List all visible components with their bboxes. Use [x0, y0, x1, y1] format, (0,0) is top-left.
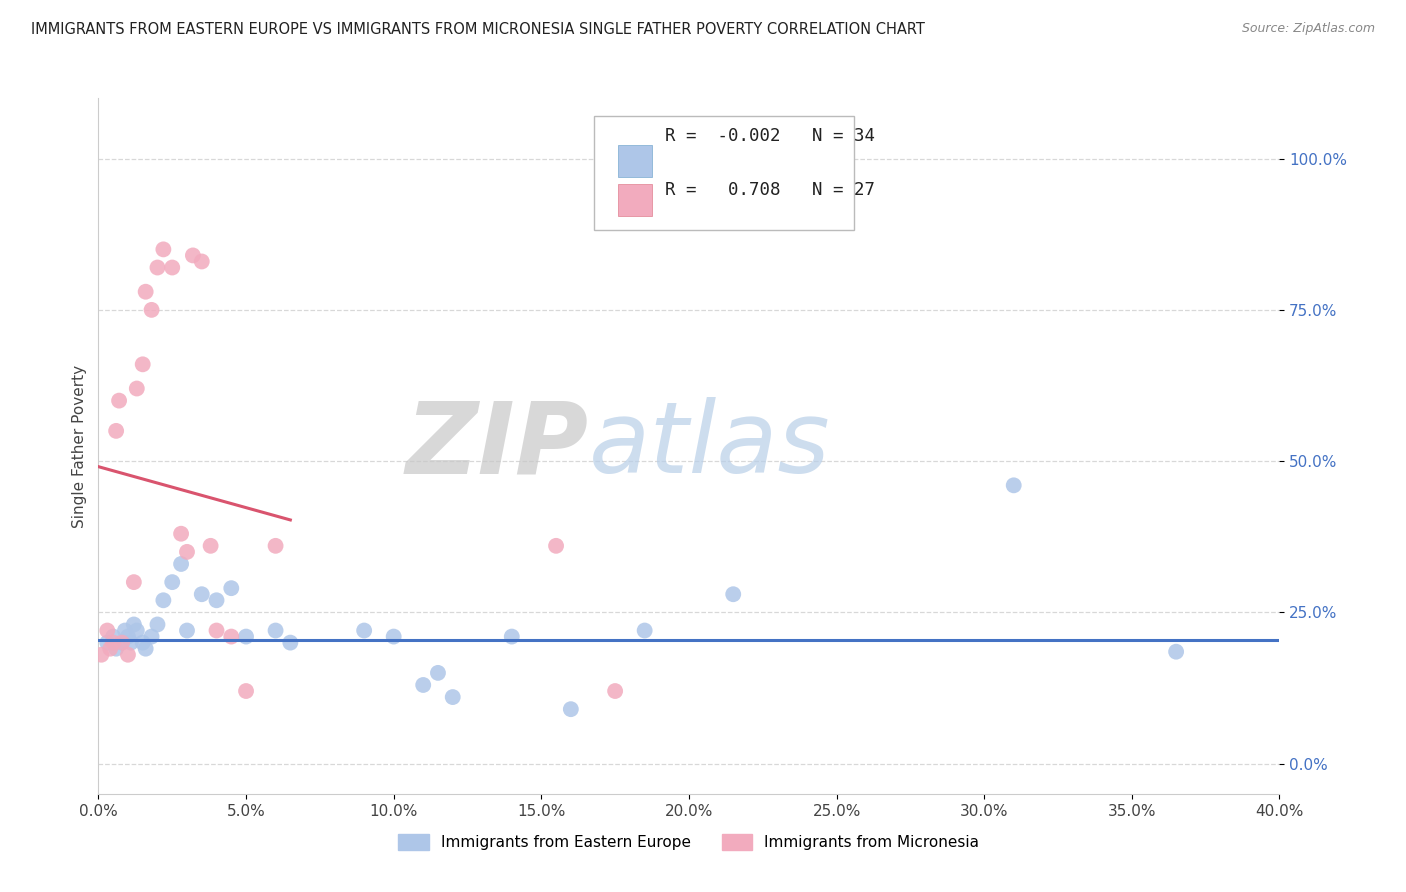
Point [96, 624, 118, 638]
Point [132, 635, 155, 649]
Point [353, 624, 375, 638]
Point [280, 635, 302, 649]
Point [122, 575, 145, 590]
Point [235, 684, 257, 698]
Point [605, 684, 627, 698]
Point [1166, 645, 1188, 659]
Point [141, 302, 163, 317]
Point [125, 382, 148, 396]
Text: atlas: atlas [589, 398, 830, 494]
Point [111, 635, 134, 649]
Text: ZIP: ZIP [405, 398, 589, 494]
Point [162, 260, 183, 275]
Point [441, 690, 464, 704]
FancyBboxPatch shape [595, 116, 855, 230]
Point [176, 624, 198, 638]
Point [191, 254, 214, 268]
Point [723, 587, 745, 601]
Text: R =  -0.002   N = 34: R = -0.002 N = 34 [665, 127, 876, 145]
Point [98, 641, 121, 656]
Point [120, 635, 142, 649]
Point [181, 248, 204, 262]
Point [200, 539, 222, 553]
Point [235, 630, 257, 644]
Point [125, 624, 148, 638]
Point [412, 678, 434, 692]
Point [170, 557, 193, 571]
Point [117, 648, 139, 662]
Point [111, 635, 134, 649]
Point [427, 665, 450, 680]
Point [205, 593, 228, 607]
Text: R =   0.708   N = 27: R = 0.708 N = 27 [665, 181, 876, 199]
Point [103, 635, 125, 649]
Point [135, 641, 157, 656]
Point [96, 635, 118, 649]
Point [108, 393, 131, 408]
Point [90, 648, 112, 662]
Point [117, 630, 139, 644]
Point [105, 424, 128, 438]
Point [176, 545, 198, 559]
Point [382, 630, 405, 644]
Point [146, 260, 169, 275]
Point [132, 357, 155, 371]
Point [170, 526, 193, 541]
Point [264, 624, 287, 638]
Point [1002, 478, 1025, 492]
Point [501, 630, 523, 644]
Text: Source: ZipAtlas.com: Source: ZipAtlas.com [1241, 22, 1375, 36]
Point [191, 587, 214, 601]
Point [264, 539, 287, 553]
Point [152, 243, 174, 257]
Point [146, 617, 169, 632]
Point [546, 539, 568, 553]
Point [135, 285, 157, 299]
Point [634, 624, 657, 638]
Point [105, 641, 128, 656]
Point [122, 617, 145, 632]
Point [103, 630, 125, 644]
Point [560, 702, 582, 716]
FancyBboxPatch shape [619, 145, 652, 178]
Point [221, 581, 243, 595]
FancyBboxPatch shape [619, 184, 652, 217]
Point [221, 630, 243, 644]
Point [114, 624, 136, 638]
Point [205, 624, 228, 638]
Point [141, 630, 163, 644]
Y-axis label: Single Father Poverty: Single Father Poverty [72, 365, 87, 527]
Text: IMMIGRANTS FROM EASTERN EUROPE VS IMMIGRANTS FROM MICRONESIA SINGLE FATHER POVER: IMMIGRANTS FROM EASTERN EUROPE VS IMMIGR… [31, 22, 925, 37]
Point [152, 593, 174, 607]
Point [162, 575, 183, 590]
Legend: Immigrants from Eastern Europe, Immigrants from Micronesia: Immigrants from Eastern Europe, Immigran… [392, 829, 986, 856]
